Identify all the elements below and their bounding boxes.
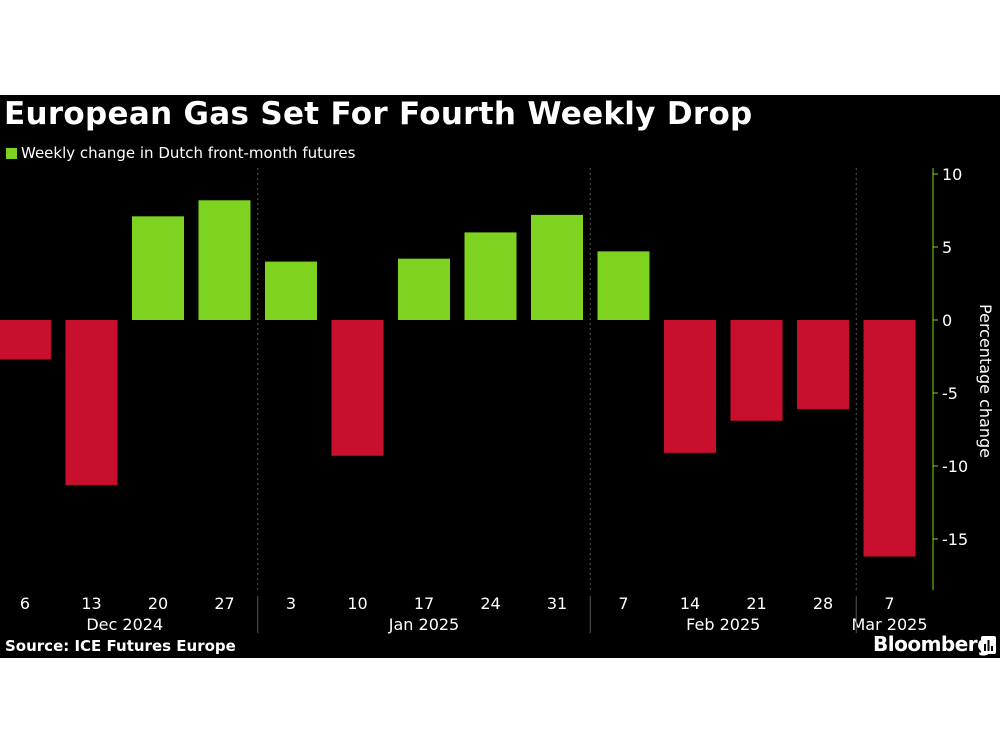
y-tick-label: 5 [942, 238, 952, 257]
x-tick-label: 3 [286, 594, 296, 613]
bar-4 [198, 200, 251, 320]
legend-swatch [6, 147, 17, 159]
x-tick-label: 28 [813, 594, 833, 613]
x-tick-label: 21 [746, 594, 766, 613]
legend-label: Weekly change in Dutch front-month futur… [21, 144, 356, 162]
bar-12 [730, 320, 783, 421]
bar-9 [531, 214, 583, 320]
bar-8 [464, 232, 517, 320]
y-tick-label: -5 [942, 384, 958, 403]
x-tick-label: 24 [480, 594, 500, 613]
x-month-label: Dec 2024 [86, 615, 163, 634]
x-axis-labels: 6 13 20 27 3 10 17 24 31 7 14 21 28 7 Dec 2024 Jan 2025… [20, 594, 928, 634]
x-tick-label: 14 [680, 594, 700, 613]
x-month-label: Mar 2025 [852, 615, 928, 634]
bar-11 [664, 320, 716, 453]
bar-1 [0, 320, 51, 360]
bars [0, 200, 916, 557]
y-tick-label: 10 [942, 165, 962, 184]
x-tick-label: 20 [148, 594, 168, 613]
bar-2 [65, 320, 118, 485]
x-tick-label: 7 [884, 594, 894, 613]
bar-3 [132, 216, 184, 320]
x-tick-label: 10 [347, 594, 367, 613]
grid-lines [257, 168, 857, 590]
bloomberg-logo-icon [981, 636, 996, 654]
x-tick-label: 27 [214, 594, 234, 613]
x-tick-label: 31 [547, 594, 567, 613]
bar-10 [597, 251, 650, 320]
bloomberg-wordmark: Bloomberg [873, 632, 991, 656]
x-tick-label: 13 [81, 594, 101, 613]
x-month-label: Feb 2025 [686, 615, 760, 634]
x-month-label: Jan 2025 [388, 615, 459, 634]
source-note: Source: ICE Futures Europe [5, 637, 236, 655]
bar-5 [265, 261, 317, 320]
chart-title: European Gas Set For Fourth Weekly Drop [4, 96, 753, 132]
bar-7 [398, 258, 450, 320]
y-tick-label: -10 [942, 457, 968, 476]
bar-6 [331, 320, 384, 456]
x-tick-label: 6 [20, 594, 30, 613]
y-tick-label: -15 [942, 530, 968, 549]
x-tick-label: 17 [414, 594, 434, 613]
y-tick-label: 0 [942, 311, 952, 330]
x-tick-label: 7 [618, 594, 628, 613]
legend: Weekly change in Dutch front-month futur… [6, 144, 355, 162]
y-axis: 10 5 0 -5 -10 -15 [932, 165, 968, 590]
y-axis-title: Percentage change [976, 304, 995, 458]
bar-14 [863, 320, 916, 557]
bar-13 [797, 320, 849, 410]
